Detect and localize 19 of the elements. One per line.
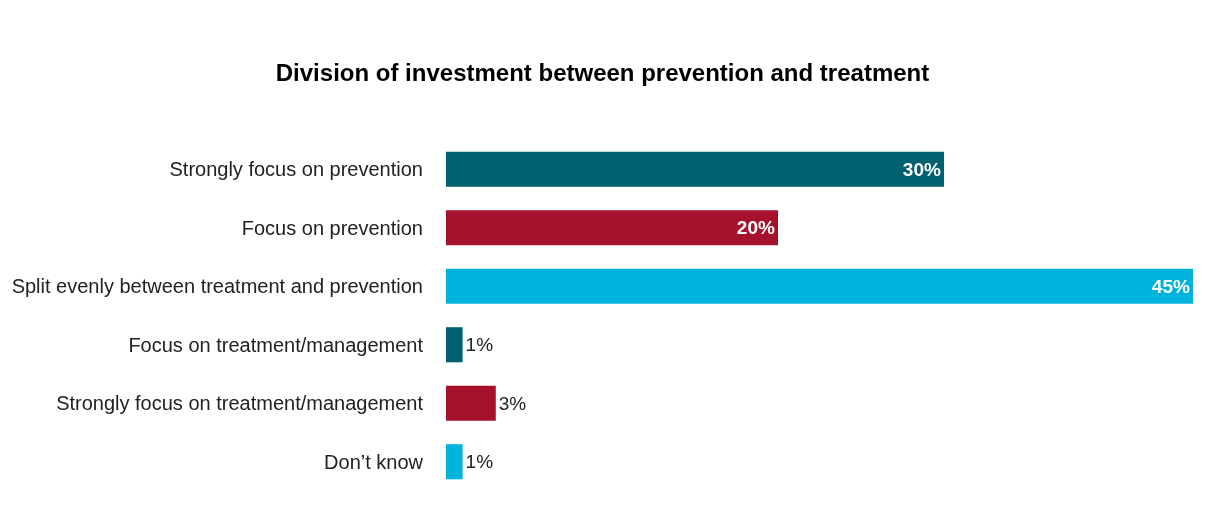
data-label: 30% (902, 158, 941, 180)
bar (446, 268, 1193, 304)
data-label: 20% (736, 217, 775, 239)
y-tick-label: Split evenly between treatment and prevention (11, 275, 423, 298)
bar (446, 444, 463, 480)
bar (446, 210, 778, 246)
bar (446, 385, 496, 421)
y-tick-label: Don’t know (324, 450, 424, 473)
y-tick-label: Strongly focus on treatment/management (56, 392, 424, 415)
data-label: 3% (498, 392, 527, 414)
data-label: 45% (1151, 275, 1190, 297)
bar (446, 327, 463, 363)
data-label: 1% (465, 451, 494, 473)
y-tick-label: Focus on prevention (241, 216, 423, 239)
data-label: 1% (465, 334, 494, 356)
y-tick-label: Focus on treatment/management (128, 333, 424, 356)
bar (446, 151, 944, 187)
y-tick-label: Strongly focus on prevention (169, 158, 423, 181)
chart-title: Division of investment between prevention and treatment (275, 59, 930, 87)
